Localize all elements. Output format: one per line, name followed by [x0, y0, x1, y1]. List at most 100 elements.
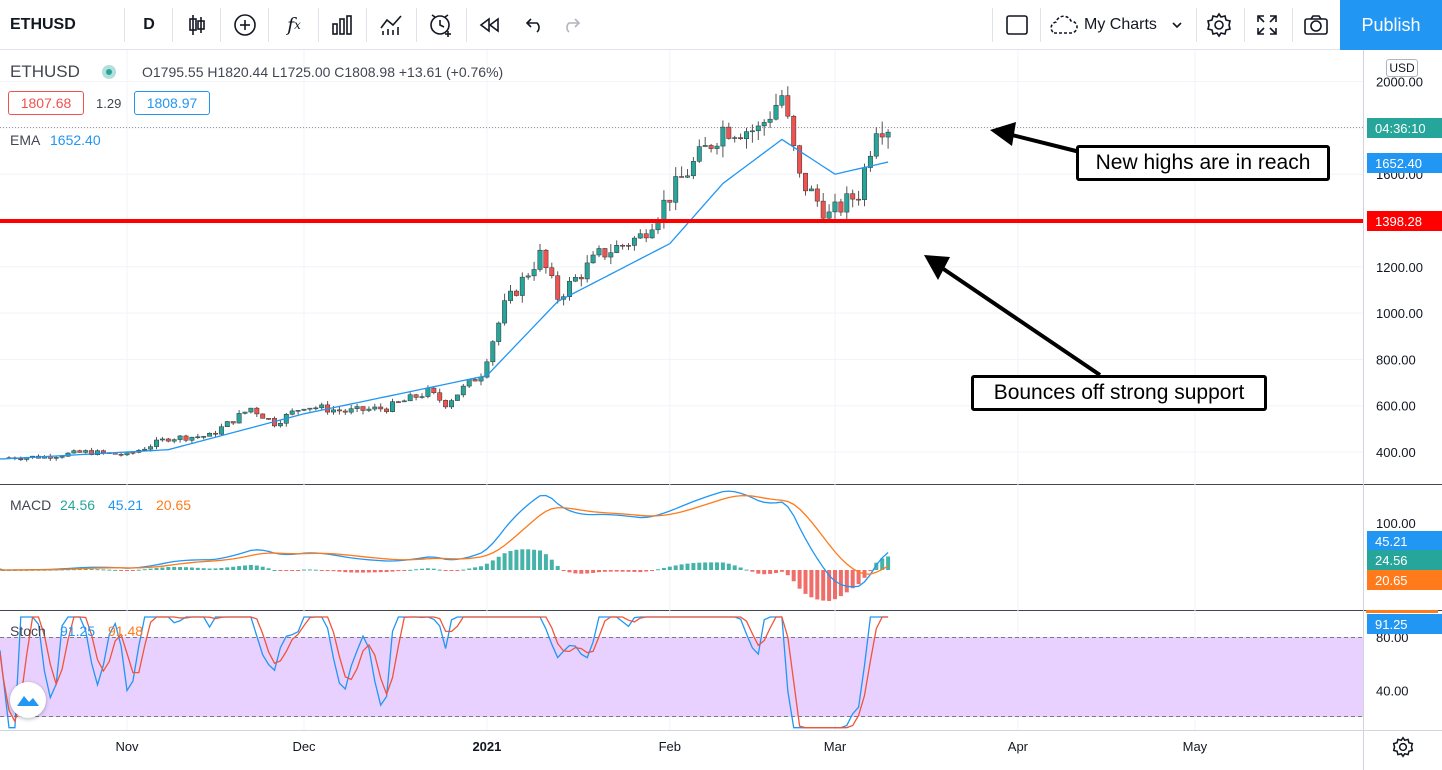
replay-icon[interactable]	[470, 0, 510, 50]
macd-hist-bar	[243, 565, 247, 570]
macd-hist-bar	[207, 568, 212, 570]
alert-clock-icon[interactable]	[420, 0, 462, 50]
annotation-support-bounce[interactable]: Bounces off strong support	[971, 375, 1267, 411]
candle-body	[419, 396, 425, 398]
macd-hist-bar	[366, 570, 371, 573]
candle-body	[596, 248, 602, 256]
chevron-down-icon	[1172, 22, 1182, 29]
candle-body	[443, 399, 449, 408]
candle-body	[449, 400, 454, 408]
time-tick-label: Feb	[659, 739, 681, 754]
macd-hist-bar	[856, 570, 861, 585]
fullscreen-icon[interactable]	[1248, 0, 1286, 50]
macd-hist-bar	[313, 569, 318, 571]
candle-body	[236, 413, 242, 424]
macd-hist-bar	[449, 570, 454, 571]
candle-body	[319, 404, 325, 409]
macd-hist-bar	[626, 570, 631, 572]
candle-body	[620, 244, 626, 247]
macd-hist-bar	[130, 570, 135, 571]
candle-body	[555, 275, 561, 300]
candle-body	[89, 450, 95, 455]
publish-button[interactable]: Publish	[1340, 0, 1442, 50]
macd-hist-bar	[443, 570, 448, 571]
macd-hist-bar	[703, 562, 708, 570]
candle-body	[525, 275, 531, 278]
candle-body	[348, 408, 354, 413]
candle-body	[130, 452, 136, 454]
indicator-templates-icon[interactable]	[370, 0, 414, 50]
my-charts-button[interactable]: My Charts	[1046, 0, 1194, 50]
ask-price-box[interactable]: 1808.97	[134, 91, 210, 115]
candle-body	[744, 131, 749, 139]
ema-legend-value: 1652.40	[50, 132, 101, 148]
macd-hist-bar	[125, 570, 129, 571]
candle-body	[543, 249, 549, 268]
time-tick-label: Apr	[1008, 739, 1029, 754]
candle-body	[549, 267, 555, 277]
macd-hist-bar	[219, 567, 224, 570]
toolbar-divider	[124, 8, 125, 42]
stoch-k-price-label: 91.25	[1367, 614, 1442, 634]
price-tick-label: 800.00	[1376, 352, 1416, 367]
time-tick-label: 2021	[472, 739, 501, 754]
price-tick-label: 600.00	[1376, 399, 1416, 414]
bid-price-box[interactable]: 1807.68	[8, 91, 84, 115]
layout-square-icon[interactable]	[998, 0, 1036, 50]
macd-hist-bar	[101, 569, 106, 571]
macd-legend-signal: 20.65	[156, 497, 192, 513]
camera-icon[interactable]	[1296, 0, 1336, 50]
macd-hist-bar	[779, 570, 784, 572]
macd-hist-bar	[184, 567, 188, 570]
currency-button[interactable]: USD	[1386, 59, 1418, 77]
candle-body	[372, 406, 378, 410]
macd-hist-bar	[726, 563, 731, 570]
tradingview-logo-icon[interactable]	[10, 682, 46, 718]
market-status-icon[interactable]	[102, 65, 116, 79]
candle-body	[726, 126, 732, 139]
time-axis[interactable]: Nov Dec 2021 Feb Mar Apr May	[115, 739, 1207, 754]
templates-bars-icon[interactable]	[322, 0, 362, 50]
candle-body	[602, 248, 608, 258]
macd-hist-bar	[567, 570, 572, 573]
macd-hist-bar	[272, 569, 277, 571]
macd-hist-bar	[821, 570, 826, 601]
symbol-search-button[interactable]: ETHUSD	[10, 16, 76, 33]
candle-body	[171, 439, 177, 442]
macd-hist-bar	[774, 570, 778, 574]
macd-hist-bar	[543, 554, 548, 570]
chart-canvas[interactable]: 2000.001800.001600.001400.001200.001000.…	[0, 50, 1442, 770]
candle-body	[679, 176, 685, 178]
macd-hist-bar	[484, 563, 489, 570]
axis-settings-gear-icon[interactable]	[1392, 736, 1414, 758]
ema-line	[0, 138, 889, 460]
candle-body	[749, 130, 755, 133]
candle-body	[490, 341, 496, 363]
arrow-head-highs	[990, 122, 1016, 146]
macd-hist-bar	[886, 556, 891, 570]
macd-hist-bar	[561, 570, 566, 571]
annotation-new-highs[interactable]: New highs are in reach	[1076, 145, 1330, 181]
candle-body	[301, 408, 307, 411]
gear-icon[interactable]	[1200, 0, 1238, 50]
macd-hist-bar	[579, 570, 584, 574]
price-tick-label: 400.00	[1376, 445, 1416, 460]
undo-icon[interactable]	[516, 0, 554, 50]
redo-icon[interactable]	[552, 0, 590, 50]
spread-value: 1.29	[96, 96, 122, 111]
macd-hist-bar	[319, 570, 324, 571]
candle-body	[431, 387, 437, 393]
candle-body	[154, 439, 159, 447]
interval-button[interactable]: D	[143, 16, 155, 33]
compare-add-icon[interactable]	[226, 0, 264, 50]
candle-body	[590, 254, 596, 264]
stoch-legend-d: 91.48	[108, 623, 144, 639]
candles-icon[interactable]	[178, 0, 216, 50]
macd-histogram	[1, 549, 891, 601]
price-tick-label: 1200.00	[1376, 260, 1423, 275]
legend-ohlc: O1795.55 H1820.44 L1725.00 C1808.98 +13.…	[142, 64, 504, 80]
stoch-legend-label: Stoch	[10, 623, 46, 639]
macd-hist-bar	[343, 570, 348, 573]
